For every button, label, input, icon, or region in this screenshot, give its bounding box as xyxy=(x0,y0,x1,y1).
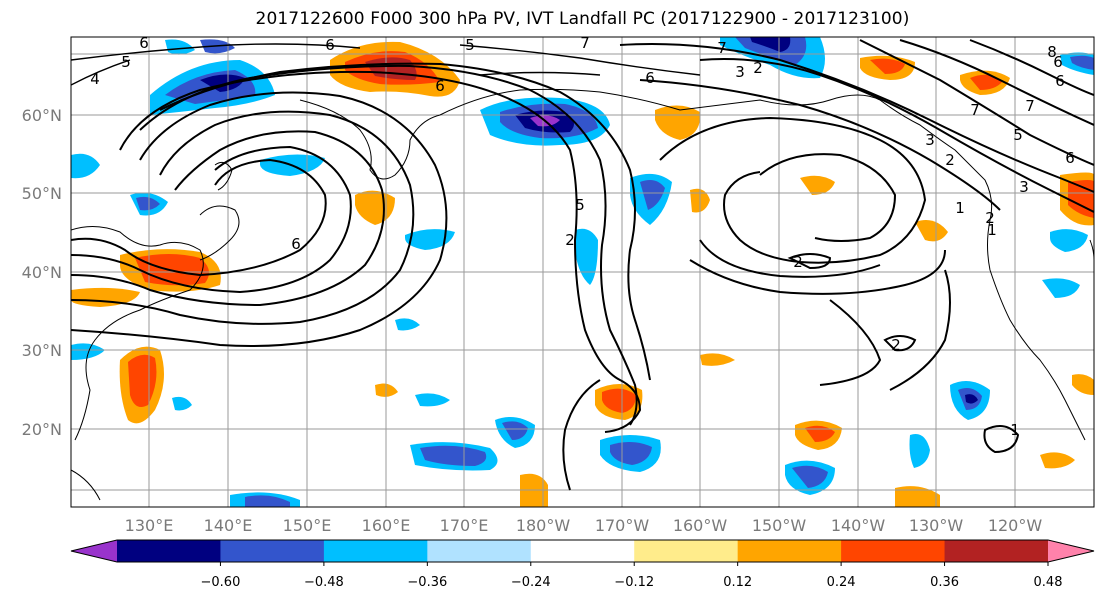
longitude-label: 160°E xyxy=(362,516,411,535)
colorbar-segment xyxy=(841,540,946,562)
longitude-label: 170°W xyxy=(595,516,650,535)
longitude-label: 140°W xyxy=(831,516,886,535)
longitude-label: 150°W xyxy=(752,516,807,535)
coastlines xyxy=(71,88,1094,501)
contour-label: 5 xyxy=(575,196,585,214)
contour-label: 6 xyxy=(1053,53,1063,71)
contour-label: 6 xyxy=(1055,72,1065,90)
contour-label: 2 xyxy=(985,209,995,227)
contour-label: 2 xyxy=(891,336,901,354)
latitude-label: 60°N xyxy=(22,106,62,125)
latitude-label: 30°N xyxy=(22,341,62,360)
contour-label: 6 xyxy=(139,34,149,52)
contour-label: 7 xyxy=(717,39,727,57)
colorbar-segment xyxy=(117,540,221,562)
contour-label: 3 xyxy=(1019,178,1029,196)
graticule xyxy=(71,37,1094,507)
contour-label: 3 xyxy=(735,63,745,81)
colorbar-extend-high xyxy=(1048,540,1094,562)
longitude-label: 180°W xyxy=(516,516,571,535)
contour-label: 1 xyxy=(987,221,997,239)
contour-label: 8 xyxy=(1047,43,1057,61)
contour-label: 6 xyxy=(325,36,335,54)
colorbar-segment xyxy=(220,540,325,562)
longitude-labels: 130°E 140°E 150°E 160°E 170°E 180°W 170°W 160°W… xyxy=(125,516,1043,535)
contour-label: 5 xyxy=(121,53,131,71)
colorbar-tick-label: −0.36 xyxy=(407,575,447,590)
latitude-label: 50°N xyxy=(22,184,62,203)
contour-label: 7 xyxy=(1025,97,1035,115)
latitude-label: 40°N xyxy=(22,263,62,282)
longitude-label: 120°W xyxy=(988,516,1043,535)
contour-label: 5 xyxy=(1013,126,1023,144)
map-title: 2017122600 F000 300 hPa PV, IVT Landfall… xyxy=(255,9,910,29)
colorbar-tick-label: 0.48 xyxy=(1034,575,1063,590)
colorbar-tick-label: −0.60 xyxy=(201,575,241,590)
colorbar-segment xyxy=(323,540,428,562)
contour-lines-thin xyxy=(71,43,701,86)
colorbar-tick-label: −0.12 xyxy=(614,575,654,590)
contour-label: 6 xyxy=(291,235,301,253)
map-frame xyxy=(70,36,1095,508)
longitude-label: 150°E xyxy=(283,516,332,535)
contour-label: 4 xyxy=(90,70,100,88)
latitude-label: 20°N xyxy=(22,420,62,439)
latitude-labels: 60°N 50°N 40°N 30°N 20°N xyxy=(22,106,62,439)
contour-lines xyxy=(71,39,1094,491)
colorbar-segment xyxy=(634,540,739,562)
colorbar-segment xyxy=(737,540,842,562)
contour-label: 5 xyxy=(465,36,475,54)
contour-label: 2 xyxy=(945,151,955,169)
colorbar-tick-label: −0.48 xyxy=(304,575,344,590)
colorbar-segment xyxy=(530,540,635,562)
colorbar-tick-label: 0.24 xyxy=(827,575,856,590)
contour-label: 2 xyxy=(565,231,575,249)
longitude-label: 160°W xyxy=(673,516,728,535)
colorbar-segment xyxy=(944,540,1049,562)
contour-label: 6 xyxy=(1065,149,1075,167)
longitude-label: 140°E xyxy=(204,516,253,535)
colorbar-tick-label: −0.24 xyxy=(511,575,551,590)
colorbar: −0.60 −0.48 −0.36 −0.24 −0.12 0.12 0.24 0.36 0.4… xyxy=(70,539,1095,590)
longitude-label: 170°E xyxy=(440,516,489,535)
contour-label: 1 xyxy=(1010,421,1020,439)
contour-label: 3 xyxy=(925,131,935,149)
colorbar-outline xyxy=(70,539,1095,563)
colorbar-tick-label: 0.36 xyxy=(930,575,959,590)
contour-label: 6 xyxy=(435,77,445,95)
contour-label: 1 xyxy=(955,199,965,217)
contour-label: 2 xyxy=(753,59,763,77)
longitude-label: 130°W xyxy=(909,516,964,535)
contour-label: 6 xyxy=(645,69,655,87)
contour-label: 2 xyxy=(793,253,803,271)
contour-label: 7 xyxy=(970,101,980,119)
longitude-label: 130°E xyxy=(125,516,174,535)
contour-label: 7 xyxy=(580,34,590,52)
colorbar-extend-low xyxy=(71,540,117,562)
colorbar-segment xyxy=(427,540,532,562)
colorbar-tick-label: 0.12 xyxy=(723,575,752,590)
